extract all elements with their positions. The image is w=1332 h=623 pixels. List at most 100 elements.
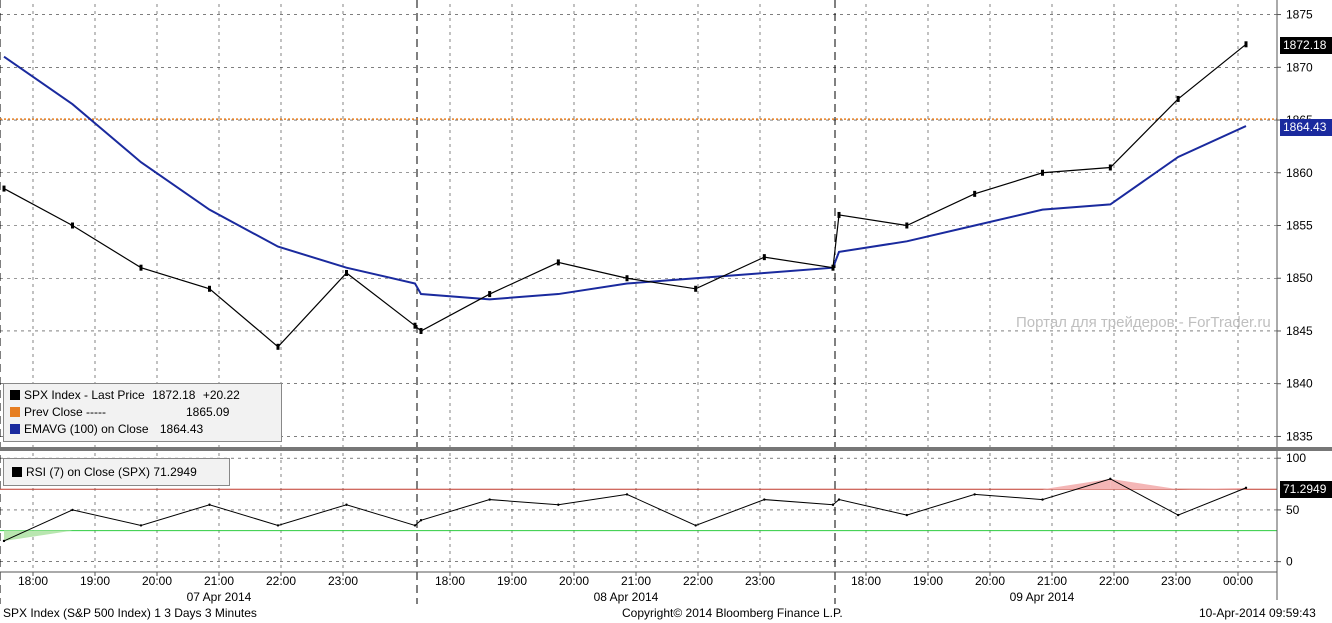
rsi-point: [1244, 486, 1248, 490]
rsi-overbought-fill: [1042, 478, 1111, 490]
date-label: 08 Apr 2014: [594, 590, 659, 604]
legend-swatch-ema: [10, 424, 20, 434]
rsi-point: [1176, 513, 1180, 517]
x-tick-label: 23:00: [745, 574, 775, 588]
rsi-point: [345, 503, 348, 506]
price-bar: [139, 264, 143, 271]
rsi-legend: RSI (7) on Close (SPX) 71.2949: [3, 458, 230, 486]
price-bar: [276, 343, 280, 350]
price-tick-label: 1835: [1286, 429, 1313, 443]
rsi-overbought-fill: [1110, 478, 1179, 490]
rsi-tick-label: 50: [1286, 503, 1300, 517]
price-tick-label: 1860: [1286, 166, 1313, 180]
price-bar: [625, 275, 629, 282]
rsi-point: [71, 508, 74, 512]
price-bar: [694, 285, 698, 292]
rsi-tick-label: 100: [1286, 451, 1306, 465]
legend-swatch-last-price: [10, 390, 20, 400]
x-tick-label: 20:00: [142, 574, 172, 588]
x-tick-label: 00:00: [1223, 574, 1253, 588]
price-bar: [2, 185, 6, 192]
price-legend: SPX Index - Last Price 1872.18 +20.22 Pr…: [3, 383, 282, 442]
watermark: Портал для трейдеров - ForTrader.ru: [1016, 314, 1271, 331]
footer-left: SPX Index (S&P 500 Index) 1 3 Days 3 Min…: [3, 606, 257, 620]
x-tick-label: 22:00: [683, 574, 713, 588]
legend-last-price-label: SPX Index - Last Price: [24, 388, 145, 402]
footer-center: Copyright© 2014 Bloomberg Finance L.P.: [622, 606, 843, 620]
price-bar: [905, 222, 909, 229]
rsi-point: [419, 519, 423, 522]
x-tick-label: 21:00: [204, 574, 234, 588]
rsi-point: [837, 498, 841, 501]
rsi-point: [276, 524, 280, 527]
x-tick-label: 23:00: [1161, 574, 1191, 588]
rsi-tick-label: 0: [1286, 555, 1293, 569]
x-tick-label: 18:00: [18, 574, 48, 588]
rsi-point: [694, 524, 697, 527]
date-label: 07 Apr 2014: [187, 590, 252, 604]
price-bar: [1176, 95, 1180, 102]
price-bar: [208, 285, 211, 292]
price-bar: [1244, 41, 1248, 48]
price-bar: [837, 211, 841, 218]
x-tick-label: 21:00: [1037, 574, 1067, 588]
rsi-point: [973, 493, 976, 496]
grid-lines: [0, 4, 1277, 572]
price-bar: [1041, 169, 1044, 176]
price-tick-label: 1845: [1286, 324, 1313, 338]
x-tick-label: 19:00: [497, 574, 527, 588]
x-tick-label: 19:00: [913, 574, 943, 588]
rsi-point: [1041, 498, 1044, 501]
price-tick-label: 1870: [1286, 60, 1313, 74]
ema-line: [3, 55, 1247, 301]
rsi-point: [905, 513, 909, 517]
rsi-point: [1109, 477, 1112, 481]
last-price-tag: 1872.18: [1280, 37, 1332, 54]
price-bar: [345, 269, 348, 276]
price-tick-label: 1875: [1286, 8, 1313, 22]
x-tick-label: 21:00: [621, 574, 651, 588]
x-tick-label: 22:00: [1099, 574, 1129, 588]
rsi-point: [831, 503, 835, 506]
x-tick-label: 18:00: [851, 574, 881, 588]
price-bar: [762, 254, 766, 261]
rsi-tag: 71.2949: [1280, 481, 1332, 498]
rsi-legend-label: RSI (7) on Close (SPX): [26, 465, 151, 479]
rsi-series: [0, 477, 1277, 543]
price-bar: [71, 222, 74, 229]
legend-swatch-rsi: [12, 467, 22, 477]
rsi-point: [488, 498, 491, 501]
legend-last-price-change: +20.22: [202, 388, 240, 402]
price-tick-label: 1840: [1286, 377, 1313, 391]
rsi-legend-value: 71.2949: [153, 465, 197, 479]
price-bar: [419, 327, 423, 334]
rsi-overbought-fill: [1178, 487, 1246, 490]
legend-row-last-price: SPX Index - Last Price 1872.18 +20.22: [10, 388, 240, 403]
x-tick-label: 20:00: [559, 574, 589, 588]
rsi-point: [413, 524, 417, 527]
rsi-point: [208, 503, 211, 506]
legend-prev-close-value: 1865.09: [186, 405, 230, 419]
x-tick-label: 23:00: [328, 574, 358, 588]
price-series: [0, 41, 1277, 350]
session-dividers: [0, 0, 836, 604]
legend-row-ema: EMAVG (100) on Close 1864.43: [10, 422, 203, 437]
rsi-point: [625, 493, 629, 496]
legend-row-prev-close: Prev Close ----- 1865.09: [10, 405, 229, 420]
legend-ema-label: EMAVG (100) on Close: [24, 422, 149, 436]
price-bar: [973, 190, 977, 197]
rsi-point: [557, 503, 560, 506]
rsi-point: [139, 524, 143, 527]
x-tick-label: 19:00: [80, 574, 110, 588]
x-tick-label: 20:00: [975, 574, 1005, 588]
legend-swatch-prev-close: [10, 407, 20, 417]
price-bar: [556, 259, 560, 266]
ema-tag: 1864.43: [1280, 119, 1332, 136]
rsi-point: [2, 539, 6, 543]
footer-right: 10-Apr-2014 09:59:43: [1199, 606, 1316, 620]
price-tick-label: 1850: [1286, 271, 1313, 285]
x-tick-label: 18:00: [435, 574, 465, 588]
date-label: 09 Apr 2014: [1010, 590, 1075, 604]
price-bar: [413, 322, 417, 329]
